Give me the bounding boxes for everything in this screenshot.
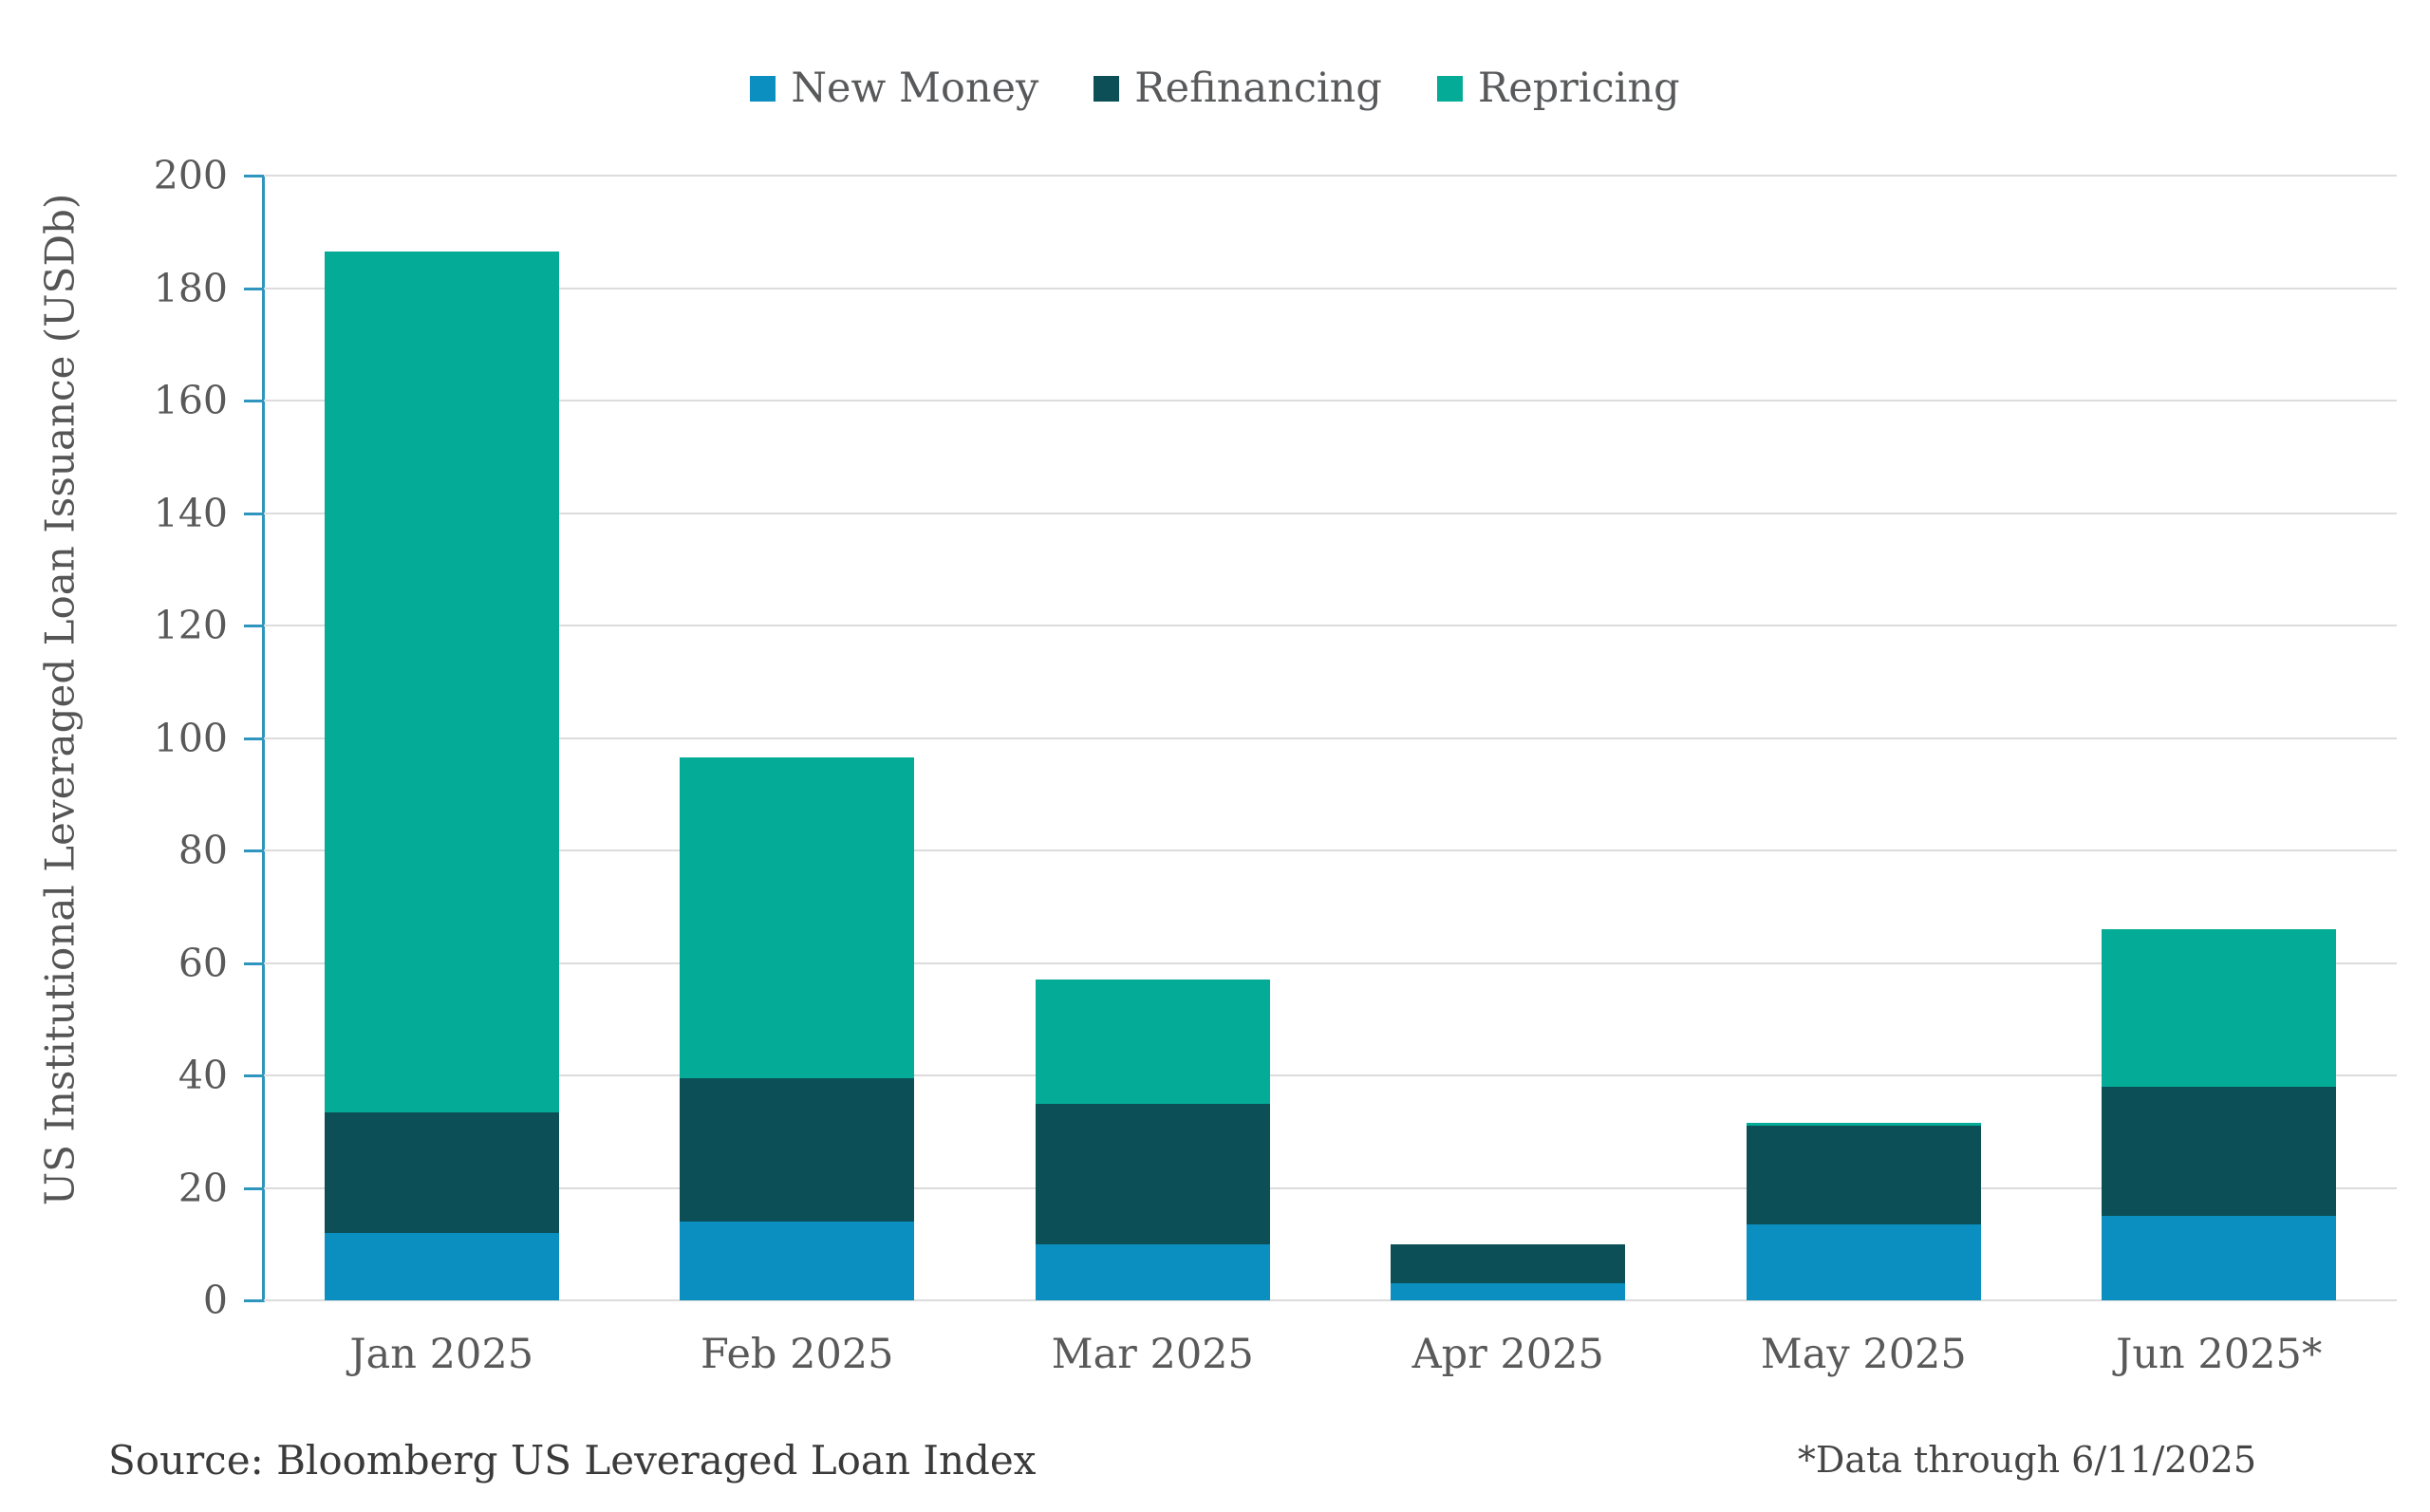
bar-jun-2025--repricing [2102,928,2337,1087]
source-text: Source: Bloomberg US Leveraged Loan Inde… [108,1437,1037,1484]
y-tick-label-40: 40 [178,1053,228,1098]
gridline-y-100 [264,737,2397,739]
y-axis-line [262,175,265,1302]
y-tick-label-160: 160 [153,378,228,423]
gridline-y-120 [264,625,2397,626]
bar-jan-2025-new-money [324,1232,559,1300]
x-label-may-2025: May 2025 [1760,1331,1967,1378]
y-tick-label-80: 80 [178,828,228,873]
gridline-y-80 [264,849,2397,851]
gridline-y-200 [264,175,2397,177]
y-tick-mark-120 [244,625,263,627]
bar-may-2025-new-money [1746,1224,1981,1300]
legend-item-new-money: New Money [750,68,1038,109]
legend: New Money Refinancing Repricing [0,68,2430,109]
bar-mar-2025-repricing [1035,980,1270,1104]
x-label-jun-2025-: Jun 2025* [2116,1331,2323,1378]
y-tick-label-20: 20 [178,1165,228,1211]
y-tick-mark-20 [244,1186,263,1190]
y-tick-mark-180 [244,287,263,290]
y-tick-label-200: 200 [153,153,228,198]
y-tick-label-180: 180 [153,265,228,311]
gridline-y-40 [264,1074,2397,1076]
plot-area [244,175,2397,1302]
y-tick-label-60: 60 [178,940,228,986]
y-tick-mark-200 [244,175,263,177]
gridline-y-20 [264,1186,2397,1189]
y-tick-label-0: 0 [202,1278,228,1323]
bar-may-2025-refinancing [1746,1126,1981,1225]
legend-item-repricing: Repricing [1436,65,1680,112]
bar-feb-2025-repricing [680,757,915,1078]
bar-feb-2025-new-money [680,1222,915,1300]
x-axis-labels: Jan 2025 Feb 2025 Mar 2025 Apr 2025 May 2025… [264,1335,2397,1391]
gridline-y-180 [264,287,2397,289]
refinancing-swatch-icon [1094,76,1120,102]
bar-jan-2025-repricing [324,252,559,1112]
y-tick-label-100: 100 [153,715,228,761]
bar-apr-2025-new-money [1391,1283,1626,1300]
y-tick-mark-0 [244,1299,263,1302]
new-money-swatch-icon [750,76,776,102]
y-axis-tick-labels: 0 20 40 60 80 100 120 140 160 180 200 [0,0,228,1512]
repricing-swatch-icon [1436,76,1463,102]
y-tick-mark-160 [244,400,263,402]
y-tick-mark-60 [244,961,263,965]
y-tick-label-120: 120 [153,603,228,648]
bar-feb-2025-refinancing [680,1077,915,1223]
bar-jan-2025-refinancing [324,1111,559,1233]
legend-item-refinancing: Refinancing [1094,68,1382,109]
bar-mar-2025-new-money [1035,1243,1270,1300]
legend-label-new-money: New Money [791,65,1039,112]
legend-label-refinancing: Refinancing [1134,65,1382,112]
bar-may-2025-repricing [1746,1123,1981,1127]
bar-jun-2025--refinancing [2102,1086,2337,1217]
x-label-apr-2025: Apr 2025 [1411,1331,1604,1378]
legend-label-repricing: Repricing [1477,65,1680,112]
y-tick-mark-100 [244,737,263,740]
x-label-jan-2025: Jan 2025 [349,1331,534,1378]
gridline-y-0 [264,1299,2397,1301]
bar-apr-2025-refinancing [1391,1243,1626,1284]
y-tick-mark-140 [244,512,263,515]
bar-mar-2025-refinancing [1035,1103,1270,1244]
gridline-y-140 [264,512,2397,514]
y-tick-mark-80 [244,849,263,852]
x-label-mar-2025: Mar 2025 [1051,1331,1254,1378]
y-tick-mark-40 [244,1074,263,1077]
y-tick-label-140: 140 [153,490,228,536]
footnote-text: *Data through 6/11/2025 [1797,1439,2256,1481]
x-label-feb-2025: Feb 2025 [700,1331,894,1378]
gridline-y-60 [264,961,2397,964]
gridline-y-160 [264,400,2397,401]
bar-jun-2025--new-money [2102,1216,2337,1300]
